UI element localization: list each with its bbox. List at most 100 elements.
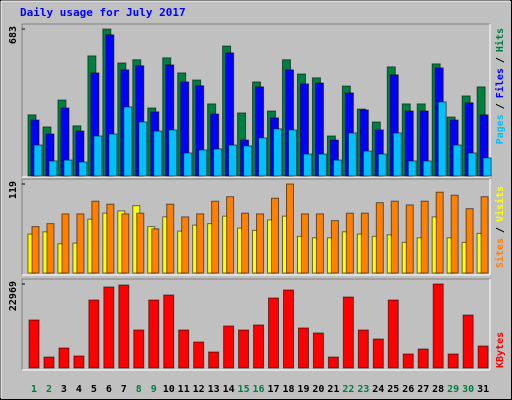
chart-title: Daily usage for July 2017 xyxy=(20,6,186,19)
bar xyxy=(181,216,190,274)
bar xyxy=(407,160,417,177)
bar xyxy=(375,202,384,274)
x-tick-label: 5 xyxy=(91,384,97,395)
bar xyxy=(138,121,148,177)
bar xyxy=(402,353,414,369)
bar xyxy=(91,200,100,274)
bar xyxy=(465,208,474,274)
bar xyxy=(108,133,118,177)
bar xyxy=(106,203,115,274)
bar xyxy=(392,132,402,177)
bar xyxy=(256,213,265,274)
bar xyxy=(168,129,178,177)
bar xyxy=(31,226,40,274)
bar xyxy=(123,106,133,177)
bar xyxy=(133,329,145,369)
bar xyxy=(268,297,280,369)
bar xyxy=(377,153,387,177)
legend-entry: Files xyxy=(494,68,506,98)
bar xyxy=(258,137,268,177)
legend: KBytes xyxy=(495,332,506,368)
legend: Pages / Files / Hits xyxy=(494,28,506,144)
bar xyxy=(46,223,55,274)
bar xyxy=(178,329,190,369)
x-tick-label: 12 xyxy=(193,384,205,395)
bar xyxy=(241,212,250,274)
x-tick-label: 6 xyxy=(106,384,112,395)
bar xyxy=(420,200,429,274)
y-tick-label: 22969 xyxy=(8,281,19,311)
legend-entry: KBytes xyxy=(495,332,506,368)
bar xyxy=(226,196,235,274)
x-tick-label: 27 xyxy=(417,384,429,395)
x-tick-label: 13 xyxy=(208,384,220,395)
bar xyxy=(43,356,55,369)
x-tick-label: 1 xyxy=(31,384,37,395)
bar xyxy=(198,149,208,177)
x-tick-label: 31 xyxy=(477,384,489,395)
bar xyxy=(327,356,339,369)
x-tick-label: 3 xyxy=(61,384,67,395)
bar xyxy=(357,329,369,369)
bar xyxy=(228,144,238,177)
x-tick-label: 2 xyxy=(46,384,52,395)
bar xyxy=(118,284,130,369)
bar xyxy=(362,150,372,177)
bar xyxy=(151,228,160,274)
bar xyxy=(238,329,250,369)
x-tick-label: 26 xyxy=(402,384,414,395)
x-tick-label: 8 xyxy=(136,384,142,395)
bar xyxy=(317,153,327,177)
bar xyxy=(287,129,297,177)
x-tick-label: 16 xyxy=(253,384,265,395)
bar xyxy=(273,128,283,177)
legend-separator: / xyxy=(495,227,506,233)
bar xyxy=(208,351,220,369)
x-tick-label: 21 xyxy=(327,384,339,395)
x-tick-label: 30 xyxy=(462,384,474,395)
legend-entry: Sites xyxy=(494,238,506,268)
bar xyxy=(387,299,399,369)
bar xyxy=(103,286,115,369)
bar xyxy=(58,347,70,369)
bar xyxy=(330,220,339,274)
bar xyxy=(347,132,357,177)
x-tick-label: 19 xyxy=(297,384,309,395)
bar xyxy=(390,200,399,274)
bar xyxy=(33,144,43,177)
bar xyxy=(297,327,309,369)
bar xyxy=(253,324,265,369)
bar xyxy=(372,338,384,369)
x-tick-label: 18 xyxy=(282,384,294,395)
legend-entry: Pages xyxy=(495,114,506,144)
bar xyxy=(93,135,103,177)
bar xyxy=(452,144,462,177)
bar xyxy=(166,203,175,274)
y-tick-label: 119 xyxy=(8,181,19,199)
bar xyxy=(302,153,312,177)
bar xyxy=(312,332,324,369)
x-tick-label: 17 xyxy=(267,384,279,395)
bar xyxy=(148,299,160,369)
bar xyxy=(467,152,477,177)
bar xyxy=(342,296,354,369)
bar xyxy=(285,183,294,274)
x-tick-label: 29 xyxy=(447,384,459,395)
bar xyxy=(477,345,489,369)
x-tick-label: 28 xyxy=(432,384,444,395)
bar xyxy=(462,314,474,369)
bar xyxy=(73,355,85,369)
bar xyxy=(61,213,70,274)
bar xyxy=(435,191,444,274)
bar xyxy=(417,348,429,369)
bar xyxy=(447,353,459,369)
bar xyxy=(422,160,432,177)
bar xyxy=(211,200,220,274)
legend-separator: / xyxy=(495,57,506,63)
bar xyxy=(163,294,175,369)
bar xyxy=(213,148,223,177)
x-tick-label: 9 xyxy=(151,384,157,395)
legend-entry: Hits xyxy=(494,28,506,52)
x-tick-label: 22 xyxy=(342,384,354,395)
